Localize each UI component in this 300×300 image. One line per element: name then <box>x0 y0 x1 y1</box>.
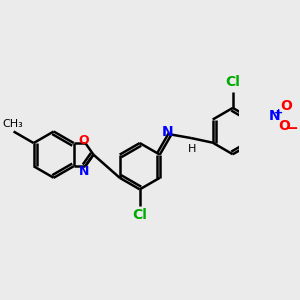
Text: N: N <box>162 125 174 139</box>
Text: +: + <box>274 108 284 118</box>
Text: CH₃: CH₃ <box>2 119 23 129</box>
Text: Cl: Cl <box>132 208 147 222</box>
Text: N: N <box>268 109 280 123</box>
Text: O: O <box>278 119 290 134</box>
Text: Cl: Cl <box>225 75 240 89</box>
Text: N: N <box>79 165 89 178</box>
Text: O: O <box>280 99 292 112</box>
Text: O: O <box>79 134 89 147</box>
Text: H: H <box>188 144 196 154</box>
Text: −: − <box>285 121 298 136</box>
